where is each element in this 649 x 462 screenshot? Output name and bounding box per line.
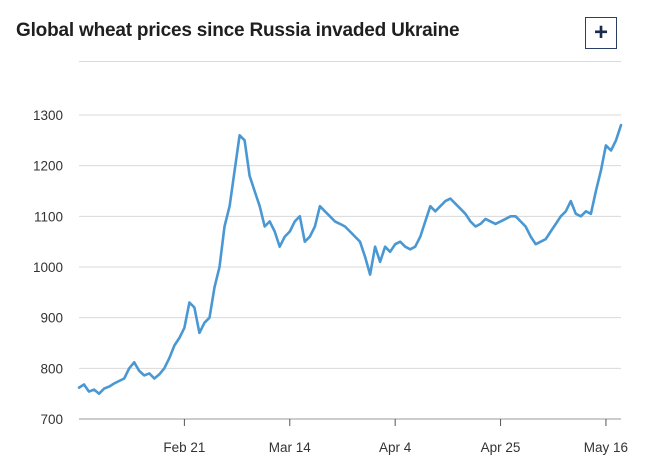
plus-icon: + [593, 19, 608, 46]
y-tick-label-1300: 1300 [33, 108, 63, 123]
x-tick-label-mar-14: Mar 14 [269, 440, 312, 455]
gridlines [79, 114, 621, 420]
chart-title: Global wheat prices since Russia invaded… [16, 20, 460, 41]
x-tick-label-apr-25: Apr 25 [481, 440, 521, 455]
title-divider [79, 61, 621, 62]
y-tick-label-1200: 1200 [33, 159, 63, 174]
x-axis: Feb 21 Mar 14 Apr 4 Apr 25 May 16 [163, 419, 628, 455]
series-line-0 [77, 123, 623, 396]
y-tick-label-1100: 1100 [34, 209, 63, 224]
plot-area [77, 123, 623, 396]
y-axis: 700 800 900 1000 1100 1200 1300 [33, 108, 63, 427]
y-tick-label-800: 800 [40, 361, 63, 376]
y-tick-label-1000: 1000 [33, 260, 63, 275]
x-tick-label-feb-21: Feb 21 [163, 440, 205, 455]
x-tick-label-apr-4: Apr 4 [379, 440, 412, 455]
y-tick-label-700: 700 [40, 412, 63, 427]
y-tick-label-900: 900 [40, 311, 63, 326]
expand-chart-button[interactable]: + [585, 17, 617, 49]
x-tick-label-may-16: May 16 [584, 440, 628, 455]
